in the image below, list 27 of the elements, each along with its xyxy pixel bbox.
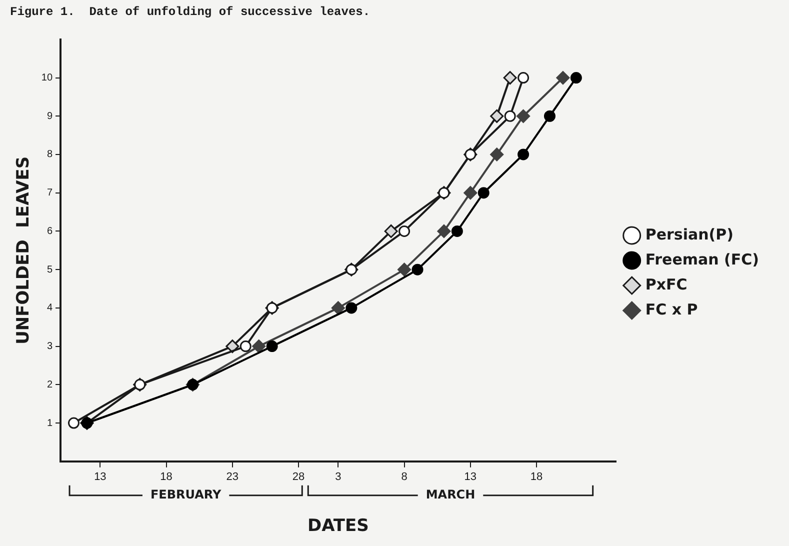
x-tick-label: 28 — [292, 471, 305, 484]
y-tick-label: 2 — [46, 379, 53, 390]
x-tick-label: 3 — [335, 471, 342, 484]
x-tick-label: 8 — [401, 471, 408, 484]
legend-label: Freeman (FC) — [645, 250, 760, 268]
legend-label: PxFC — [645, 275, 688, 294]
legend-label: FC x P — [645, 300, 698, 318]
y-tick-label: 10 — [41, 72, 53, 84]
y-tick-label: 5 — [46, 264, 53, 276]
x-tick-label: 18 — [160, 471, 172, 484]
y-tick-label: 4 — [46, 302, 53, 314]
x-tick-label: 13 — [94, 471, 106, 484]
chart-title: Figure 1. Date of unfolding of successive leaves. — [10, 5, 370, 20]
y-tick-label: 9 — [46, 110, 53, 122]
y-tick-label: 8 — [46, 149, 53, 160]
y-tick-label: 1 — [46, 418, 53, 429]
y-tick-label: 6 — [46, 226, 53, 237]
y-tick-label: 7 — [46, 188, 53, 199]
x-tick-label: 23 — [226, 471, 239, 484]
y-tick-label: 3 — [46, 341, 53, 352]
legend-label: Persian(P) — [645, 225, 734, 244]
y-axis-title: UNFOLDED LEAVES — [14, 156, 34, 344]
text: FEBRUARY — [150, 488, 222, 502]
x-axis-title: DATES — [307, 516, 369, 536]
x-tick-label: 13 — [464, 471, 477, 484]
text: MARCH — [426, 488, 476, 502]
x-tick-label: 18 — [530, 471, 543, 484]
